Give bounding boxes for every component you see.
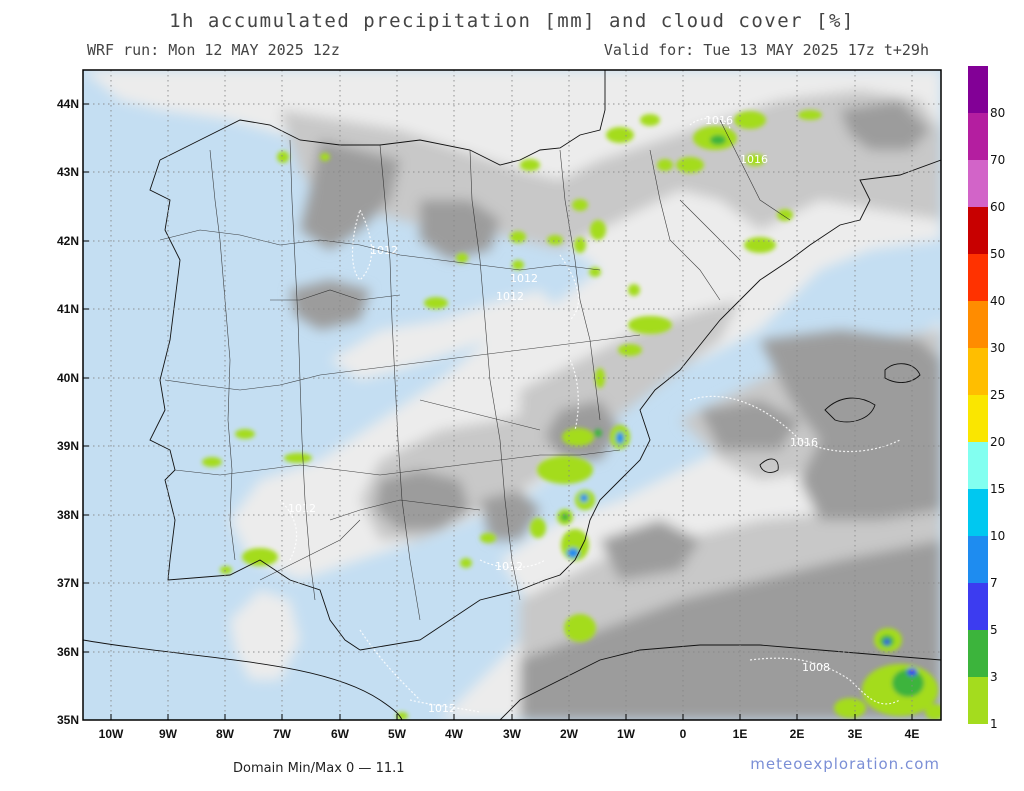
lon-label: 5W	[388, 727, 407, 741]
legend-label: 1	[990, 717, 998, 731]
legend-label: 60	[990, 200, 1005, 214]
legend-label: 7	[990, 576, 998, 590]
lat-label: 42N	[57, 234, 79, 248]
lat-label: 43N	[57, 165, 79, 179]
map-title: 1h accumulated precipitation [mm] and cl…	[169, 10, 855, 32]
isobar-label: 1012	[288, 502, 316, 515]
lat-label: 40N	[57, 371, 79, 385]
isobar-label: 1012	[496, 290, 524, 303]
legend-swatch-15	[968, 442, 988, 489]
isobar-lines	[279, 117, 901, 713]
lon-label: 3E	[848, 727, 863, 741]
latitude-labels: 44N 43N 42N 41N 40N 39N 38N 37N 36N 35N	[57, 97, 79, 727]
legend-label: 20	[990, 435, 1005, 449]
lon-label: 3W	[503, 727, 522, 741]
legend-swatch-40	[968, 254, 988, 301]
legend-label: 80	[990, 106, 1005, 120]
legend-swatch-5	[968, 583, 988, 630]
lon-label: 2E	[790, 727, 805, 741]
legend-swatch-60	[968, 160, 988, 207]
graticule	[83, 70, 941, 720]
isobar-label: 1016	[790, 436, 818, 449]
isobar-label: 1012	[370, 244, 398, 257]
legend-swatch-1	[968, 677, 988, 724]
regional-borders	[159, 119, 791, 621]
lat-label: 41N	[57, 302, 79, 316]
axis-ticks	[83, 103, 913, 720]
isobar-label: 1016	[705, 114, 733, 127]
legend-label: 15	[990, 482, 1005, 496]
model-run-label: WRF run: Mon 12 MAY 2025 12z	[87, 41, 340, 59]
legend-label: 5	[990, 623, 998, 637]
legend-swatch-70	[968, 113, 988, 160]
legend-swatch-30	[968, 301, 988, 348]
lon-label: 7W	[273, 727, 292, 741]
precipitation-legend: 1 3 5 7 10 15 20 25 30 40 50 60 70 80	[968, 66, 1005, 731]
lat-label: 35N	[57, 713, 79, 727]
lat-label: 36N	[57, 645, 79, 659]
lon-label: 10W	[99, 727, 124, 741]
isobar-label: 1012	[428, 702, 456, 715]
credit-link[interactable]: meteoexploration.com	[750, 755, 940, 773]
legend-swatch-7	[968, 536, 988, 583]
isobar-label: 1008	[802, 661, 830, 674]
legend-swatch-3	[968, 630, 988, 677]
lon-label: 4W	[445, 727, 464, 741]
legend-label: 3	[990, 670, 998, 684]
domain-minmax: Domain Min/Max 0 — 11.1	[233, 761, 405, 776]
isobar-label: 1012	[495, 560, 523, 573]
isobar-label: 1016	[740, 153, 768, 166]
legend-swatch-80	[968, 66, 988, 113]
legend-label: 25	[990, 388, 1005, 402]
lat-label: 38N	[57, 508, 79, 522]
isobar-labels: 1016 1012 1012 1016 1012 1012 1008 1012 …	[288, 114, 830, 715]
legend-label: 30	[990, 341, 1005, 355]
legend-label: 70	[990, 153, 1005, 167]
legend-label: 10	[990, 529, 1005, 543]
valid-time-label: Valid for: Tue 13 MAY 2025 17z t+29h	[603, 41, 929, 59]
lon-label: 2W	[560, 727, 579, 741]
lon-label: 9W	[159, 727, 178, 741]
lon-label: 8W	[216, 727, 235, 741]
lon-label: 4E	[905, 727, 920, 741]
legend-swatch-50	[968, 207, 988, 254]
isobar-label: 1012	[510, 272, 538, 285]
legend-swatch-20	[968, 395, 988, 442]
lat-label: 37N	[57, 576, 79, 590]
lat-label: 44N	[57, 97, 79, 111]
longitude-labels: 10W 9W 8W 7W 6W 5W 4W 3W 2W 1W 0 1E 2E 3…	[99, 727, 920, 741]
legend-swatch-25	[968, 348, 988, 395]
lon-label: 6W	[331, 727, 350, 741]
legend-label: 50	[990, 247, 1005, 261]
lon-label: 1W	[617, 727, 636, 741]
lon-label: 1E	[733, 727, 748, 741]
lon-label: 0	[680, 727, 687, 741]
legend-swatch-10	[968, 489, 988, 536]
legend-label: 40	[990, 294, 1005, 308]
lat-label: 39N	[57, 439, 79, 453]
